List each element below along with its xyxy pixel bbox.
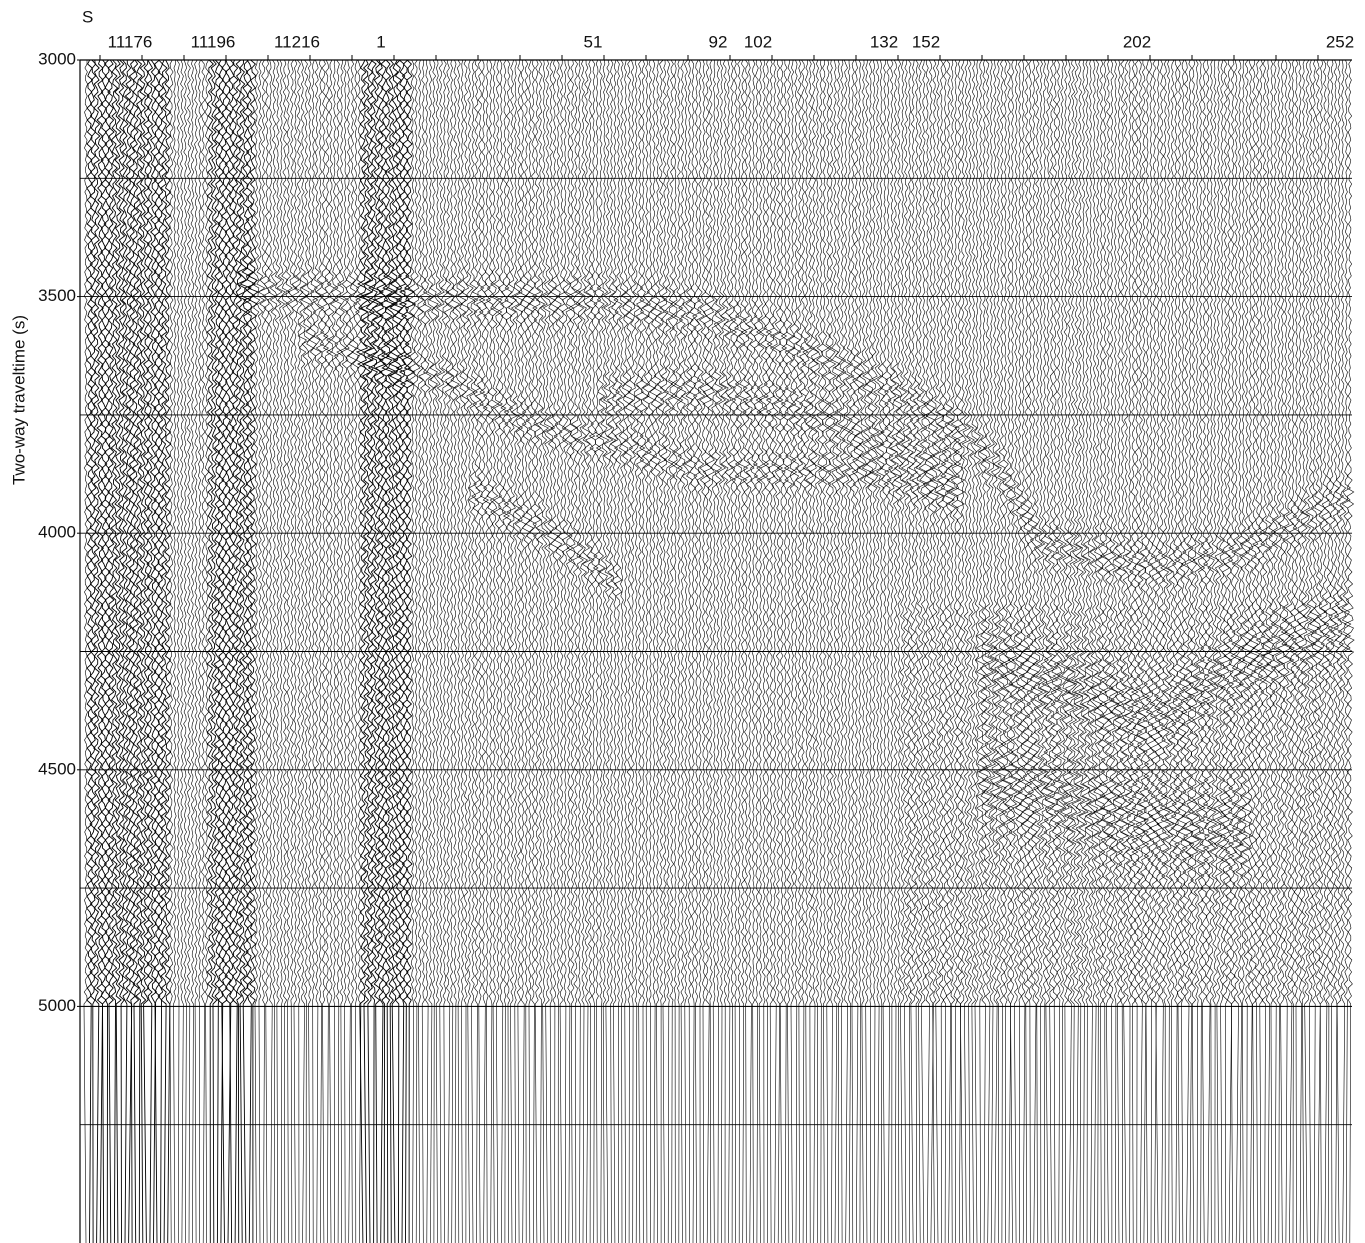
background (0, 0, 1365, 1243)
shot-point-label: 92 (709, 32, 728, 51)
direction-label: S (82, 7, 93, 26)
shot-point-label: 1 (376, 32, 385, 51)
shot-point-label: 11176 (108, 32, 153, 51)
shot-point-label: 51 (584, 32, 603, 51)
page: 3000 3500 4000 4500 5000 11176 11196 11216 1 51 92… (0, 0, 1365, 1243)
shot-point-label: 202 (1123, 32, 1151, 51)
shot-point-label: 252 (1326, 32, 1354, 51)
shot-point-label: 11216 (274, 32, 320, 51)
y-tick-label: 3500 (38, 286, 76, 305)
shot-point-label: 132 (870, 32, 898, 51)
y-tick-label: 5000 (38, 996, 76, 1015)
shot-point-label: 152 (912, 32, 940, 51)
y-tick-label: 3000 (38, 49, 76, 68)
y-tick-label: 4000 (38, 523, 76, 542)
chart: 3000 3500 4000 4500 5000 11176 11196 11216 1 51 92… (0, 0, 1365, 1243)
y-axis-label: Two-way traveltime (s) (9, 315, 28, 485)
shot-point-label: 102 (744, 32, 772, 51)
shot-point-label: 11196 (191, 32, 236, 51)
y-tick-label: 4500 (38, 759, 76, 778)
